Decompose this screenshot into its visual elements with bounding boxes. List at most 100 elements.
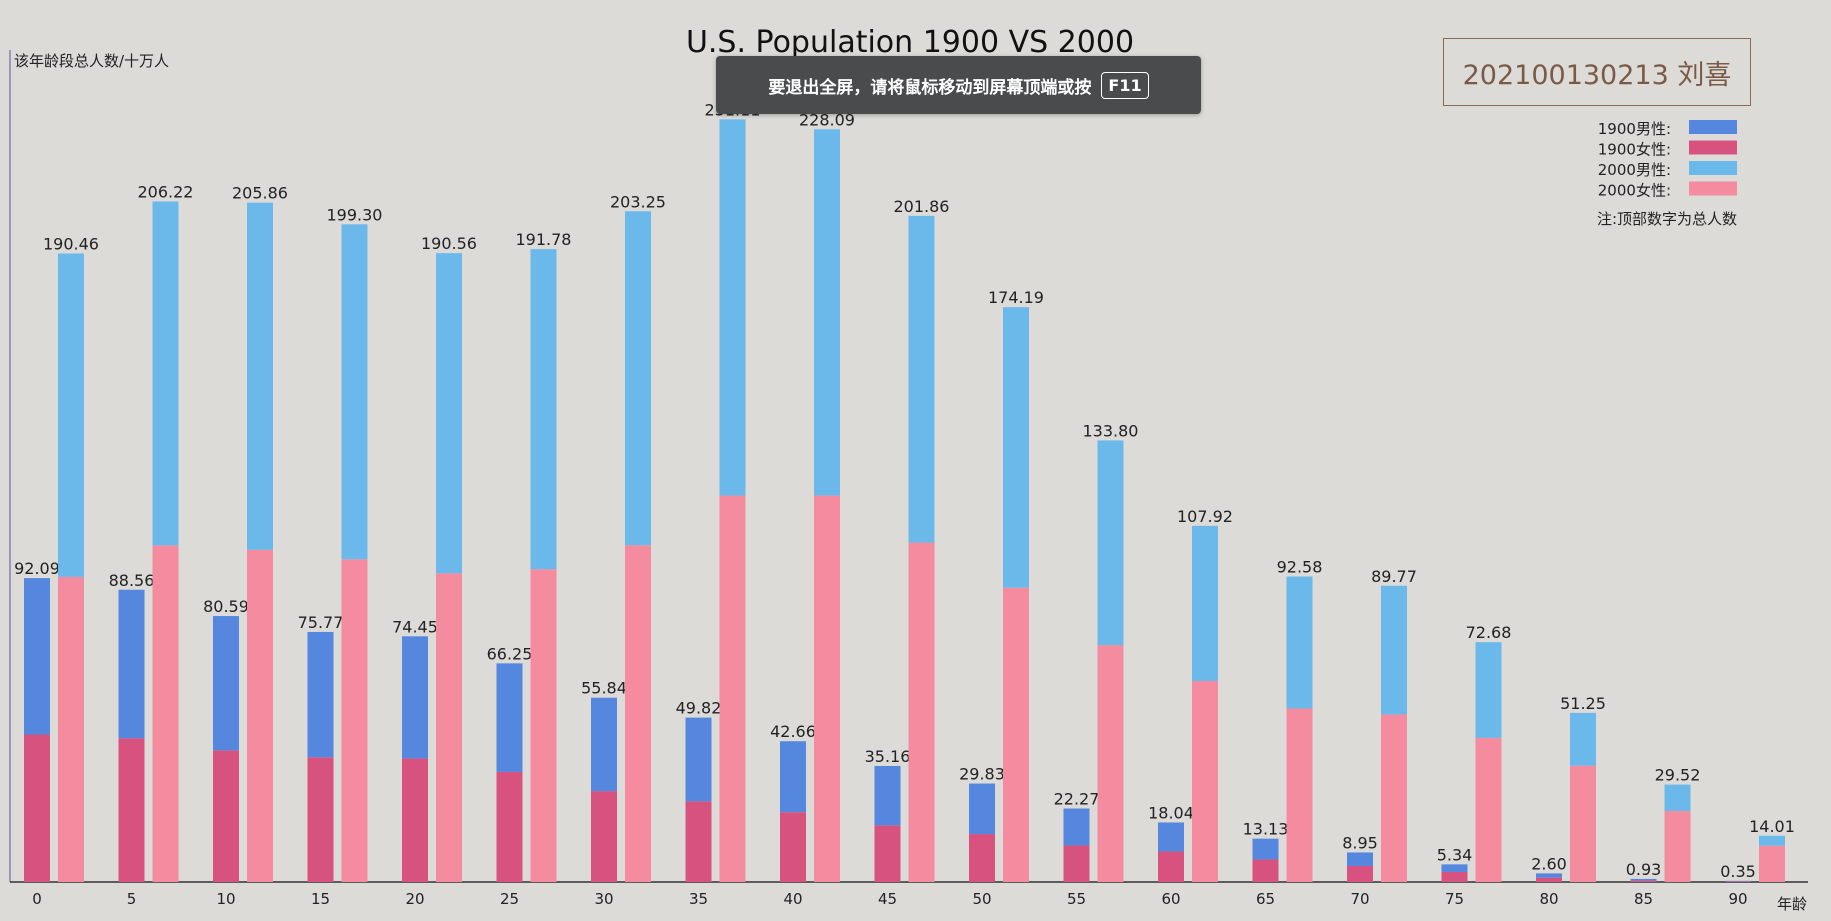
bar-1900-male bbox=[496, 663, 523, 772]
fullscreen-exit-toast: 要退出全屏，请将鼠标移动到屏幕顶端或按 F11 bbox=[716, 56, 1201, 114]
bar-total-label: 29.83 bbox=[959, 765, 1005, 784]
bar-1900-female bbox=[307, 757, 334, 882]
bar-2000-female bbox=[530, 569, 557, 882]
bar-1900-male bbox=[685, 717, 712, 802]
bar-total-label: 89.77 bbox=[1371, 567, 1417, 586]
x-tick-label: 90 bbox=[1728, 890, 1747, 908]
bar-total-label: 203.25 bbox=[610, 192, 666, 211]
bar-2000-female bbox=[625, 545, 651, 882]
bar-2000-female bbox=[341, 559, 368, 882]
bar-total-label: 5.34 bbox=[1437, 845, 1473, 864]
author-text: 202100130213 刘喜 bbox=[1462, 59, 1732, 91]
bar-1900-female bbox=[685, 801, 712, 882]
bar-total-label: 72.68 bbox=[1466, 623, 1512, 642]
bar-total-label: 8.95 bbox=[1342, 833, 1378, 852]
legend-label: 1900男性: bbox=[1598, 120, 1671, 138]
bar-total-label: 191.78 bbox=[516, 230, 572, 249]
x-tick-label: 70 bbox=[1350, 890, 1369, 908]
bar-1900-female bbox=[1158, 851, 1184, 882]
bar-1900-male bbox=[307, 631, 334, 758]
bar-2000-male bbox=[1286, 576, 1313, 709]
bar-1900-male bbox=[1252, 838, 1279, 860]
bar-total-label: 49.82 bbox=[676, 699, 722, 718]
bar-1900-male bbox=[780, 741, 806, 813]
bar-total-label: 228.09 bbox=[799, 110, 855, 129]
bar-1900-male bbox=[24, 578, 50, 735]
bar-1900-male bbox=[874, 765, 901, 826]
bar-2000-female bbox=[719, 495, 746, 882]
bar-1900-female bbox=[1725, 881, 1751, 882]
bar-total-label: 199.30 bbox=[327, 205, 383, 224]
bar-total-label: 190.56 bbox=[421, 234, 477, 253]
bar-2000-male bbox=[58, 253, 84, 577]
bar-total-label: 80.59 bbox=[203, 597, 249, 616]
bar-1900-male bbox=[1630, 878, 1657, 881]
legend-swatch bbox=[1689, 140, 1737, 155]
bar-2000-male bbox=[247, 202, 273, 550]
bar-1900-female bbox=[213, 750, 239, 882]
legend: 1900男性: 1900女性: 2000男性: 2000女性: bbox=[1598, 120, 1737, 200]
bar-total-label: 205.86 bbox=[232, 184, 288, 203]
x-tick-label: 50 bbox=[972, 890, 991, 908]
bar-total-label: 92.09 bbox=[14, 559, 60, 578]
bar-1900-female bbox=[1063, 845, 1090, 882]
bar-total-label: 29.52 bbox=[1655, 766, 1701, 785]
f11-key-badge: F11 bbox=[1101, 71, 1149, 99]
bar-total-label: 22.27 bbox=[1054, 790, 1100, 809]
bar-1900-female bbox=[1252, 859, 1279, 882]
bar-2000-female bbox=[1381, 714, 1407, 882]
bar-2000-male bbox=[719, 119, 746, 496]
bar-1900-male bbox=[118, 589, 145, 739]
bar-1900-male bbox=[1536, 873, 1562, 878]
bar-2000-female bbox=[1097, 645, 1124, 882]
bar-1900-female bbox=[780, 812, 806, 882]
bar-1900-male bbox=[591, 697, 617, 792]
bar-total-label: 133.80 bbox=[1083, 421, 1139, 440]
x-tick-label: 25 bbox=[500, 890, 519, 908]
bar-total-label: 35.16 bbox=[865, 747, 911, 766]
x-tick-label: 55 bbox=[1067, 890, 1086, 908]
x-tick-label: 30 bbox=[594, 890, 613, 908]
bar-1900-female bbox=[1347, 865, 1373, 882]
x-tick-label: 45 bbox=[878, 890, 897, 908]
bar-2000-male bbox=[530, 249, 557, 570]
bar-total-label: 190.46 bbox=[43, 234, 99, 253]
bar-2000-male bbox=[1381, 585, 1407, 715]
bar-2000-male bbox=[152, 201, 179, 546]
chart-title: U.S. Population 1900 VS 2000 bbox=[686, 25, 1134, 60]
bar-1900-female bbox=[874, 825, 901, 882]
bar-total-label: 201.86 bbox=[894, 197, 950, 216]
x-tick-label: 60 bbox=[1161, 890, 1180, 908]
bar-total-label: 0.35 bbox=[1720, 862, 1756, 881]
legend-label: 2000男性: bbox=[1598, 161, 1671, 179]
bar-1900-male bbox=[402, 636, 428, 759]
author-box: 202100130213 刘喜 bbox=[1443, 38, 1751, 106]
bar-2000-female bbox=[1192, 680, 1218, 882]
bar-1900-female bbox=[1536, 877, 1562, 882]
bar-total-label: 51.25 bbox=[1560, 694, 1606, 713]
x-tick-label: 15 bbox=[311, 890, 330, 908]
bar-2000-male bbox=[908, 215, 935, 543]
x-tick-label: 80 bbox=[1539, 890, 1558, 908]
bar-total-label: 74.45 bbox=[392, 617, 438, 636]
x-tick-label: 85 bbox=[1634, 890, 1653, 908]
bar-2000-female bbox=[1570, 765, 1596, 882]
bar-2000-female bbox=[247, 549, 273, 882]
bar-1900-male bbox=[213, 616, 239, 751]
bar-total-label: 174.19 bbox=[988, 288, 1044, 307]
bar-total-label: 18.04 bbox=[1148, 803, 1194, 822]
bar-2000-female bbox=[1759, 845, 1785, 882]
legend-label: 2000女性: bbox=[1598, 182, 1671, 200]
bar-1900-female bbox=[496, 771, 523, 882]
bar-total-label: 13.13 bbox=[1243, 820, 1289, 839]
bar-total-label: 66.25 bbox=[487, 644, 533, 663]
bar-2000-female bbox=[1475, 737, 1502, 882]
x-tick-label: 40 bbox=[783, 890, 802, 908]
bar-1900-female bbox=[1441, 871, 1468, 882]
bar-2000-male bbox=[1097, 440, 1124, 646]
bar-1900-female bbox=[969, 834, 995, 882]
bar-total-label: 107.92 bbox=[1177, 507, 1233, 526]
bar-total-label: 0.93 bbox=[1626, 860, 1662, 879]
bar-2000-male bbox=[1003, 307, 1029, 588]
